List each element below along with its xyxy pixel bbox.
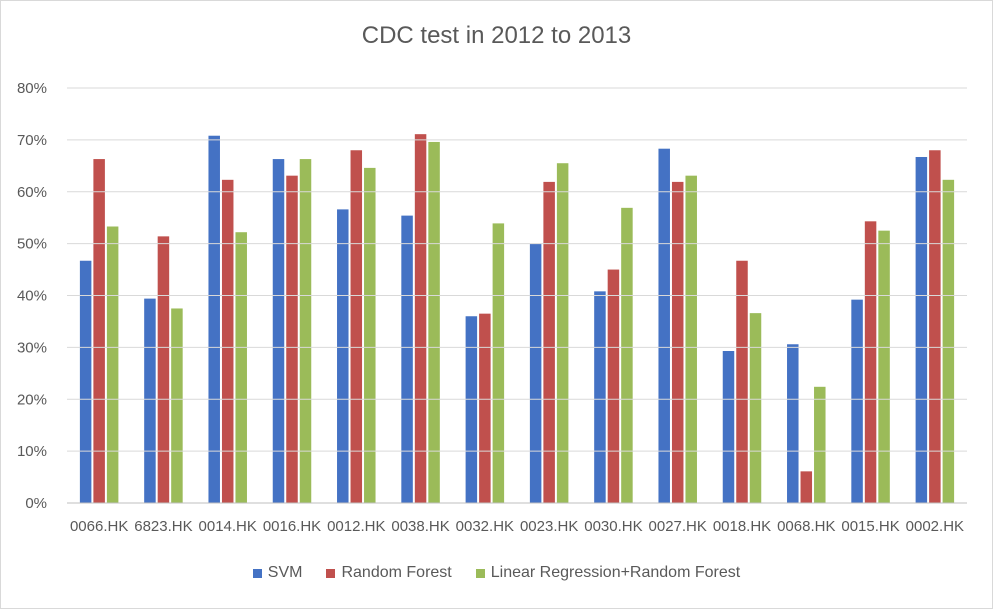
bar-random-forest-0038-hk bbox=[414, 134, 427, 503]
legend-item: Linear Regression+Random Forest bbox=[475, 564, 741, 582]
x-tick-label: 0018.HK bbox=[713, 518, 771, 535]
legend-item: Random Forest bbox=[326, 564, 452, 582]
bar-linear-regression-random-forest-0066-hk bbox=[106, 226, 119, 503]
bar-svm-0038-hk bbox=[401, 215, 413, 504]
legend-label: Random Forest bbox=[341, 564, 452, 581]
x-tick-label: 0038.HK bbox=[391, 518, 449, 535]
bar-linear-regression-random-forest-0002-hk bbox=[942, 179, 955, 503]
bar-svm-0014-hk bbox=[208, 135, 220, 503]
bar-svm-0023-hk bbox=[529, 243, 542, 503]
y-tick-label: 50% bbox=[17, 236, 47, 253]
chart-title: CDC test in 2012 to 2013 bbox=[361, 22, 632, 49]
bar-random-forest-0015-hk bbox=[864, 221, 877, 503]
bar-linear-regression-random-forest-0012-hk bbox=[364, 167, 376, 503]
x-tick-label: 0023.HK bbox=[520, 518, 578, 535]
x-tick-label: 6823.HK bbox=[134, 518, 192, 535]
bar-linear-regression-random-forest-0038-hk bbox=[428, 141, 440, 503]
bar-random-forest-6823-hk bbox=[157, 236, 170, 504]
legend-swatch bbox=[326, 568, 336, 578]
bar-linear-regression-random-forest-0030-hk bbox=[621, 207, 633, 504]
bar-linear-regression-random-forest-0018-hk bbox=[749, 313, 762, 503]
legend-label: SVM bbox=[267, 564, 303, 581]
x-tick-label: 0016.HK bbox=[263, 518, 321, 535]
bar-svm-0068-hk bbox=[787, 344, 799, 503]
bar-svm-0027-hk bbox=[658, 148, 670, 503]
x-tick-label: 0066.HK bbox=[70, 518, 128, 535]
bar-linear-regression-random-forest-0068-hk bbox=[814, 386, 826, 503]
bar-linear-regression-random-forest-0015-hk bbox=[878, 230, 890, 503]
y-tick-label: 70% bbox=[17, 132, 47, 149]
y-tick-label: 30% bbox=[17, 339, 47, 356]
x-tick-label: 0068.HK bbox=[777, 518, 835, 535]
bar-linear-regression-random-forest-0023-hk bbox=[556, 163, 569, 503]
bar-linear-regression-random-forest-0016-hk bbox=[299, 159, 312, 503]
bar-linear-regression-random-forest-0027-hk bbox=[685, 175, 697, 503]
bar-random-forest-0014-hk bbox=[221, 179, 234, 503]
bar-random-forest-0012-hk bbox=[350, 150, 363, 503]
bar-svm-0066-hk bbox=[79, 260, 92, 503]
y-tick-label: 20% bbox=[17, 391, 47, 408]
y-tick-label: 0% bbox=[25, 495, 47, 512]
y-tick-label: 40% bbox=[17, 288, 47, 305]
x-tick-label: 0032.HK bbox=[456, 518, 514, 535]
bar-random-forest-0018-hk bbox=[736, 260, 748, 503]
x-tick-label: 0002.HK bbox=[906, 518, 964, 535]
y-tick-label: 10% bbox=[17, 443, 47, 460]
bar-random-forest-0066-hk bbox=[93, 159, 105, 503]
x-tick-label: 0014.HK bbox=[199, 518, 257, 535]
bar-svm-0030-hk bbox=[594, 291, 606, 503]
legend-swatch bbox=[252, 568, 262, 578]
bar-random-forest-0002-hk bbox=[929, 150, 941, 503]
bar-random-forest-0016-hk bbox=[286, 175, 298, 503]
bar-random-forest-0032-hk bbox=[479, 313, 491, 503]
bar-random-forest-0027-hk bbox=[671, 181, 684, 504]
bar-svm-0002-hk bbox=[915, 156, 928, 503]
bar-linear-regression-random-forest-0014-hk bbox=[235, 232, 247, 503]
y-tick-label: 60% bbox=[17, 184, 47, 201]
x-tick-label: 0030.HK bbox=[584, 518, 642, 535]
bar-random-forest-0030-hk bbox=[607, 269, 620, 503]
bar-svm-6823-hk bbox=[144, 298, 156, 503]
bar-svm-0032-hk bbox=[465, 316, 478, 503]
bar-random-forest-0068-hk bbox=[800, 471, 813, 503]
legend: SVM Random Forest Linear Regression+Random… bbox=[0, 562, 993, 584]
bar-svm-0015-hk bbox=[851, 299, 863, 503]
x-tick-label: 0015.HK bbox=[841, 518, 899, 535]
legend-item: SVM bbox=[252, 564, 303, 582]
bar-svm-0018-hk bbox=[722, 351, 735, 503]
x-tick-label: 0012.HK bbox=[327, 518, 385, 535]
legend-label: Linear Regression+Random Forest bbox=[490, 564, 741, 581]
bar-svm-0012-hk bbox=[337, 209, 349, 503]
bar-svm-0016-hk bbox=[272, 159, 285, 503]
bar-linear-regression-random-forest-6823-hk bbox=[171, 308, 183, 503]
y-tick-label: 80% bbox=[17, 80, 47, 97]
bar-random-forest-0023-hk bbox=[543, 181, 555, 504]
legend-swatch bbox=[475, 568, 485, 578]
x-tick-label: 0027.HK bbox=[649, 518, 707, 535]
bar-linear-regression-random-forest-0032-hk bbox=[492, 223, 505, 504]
